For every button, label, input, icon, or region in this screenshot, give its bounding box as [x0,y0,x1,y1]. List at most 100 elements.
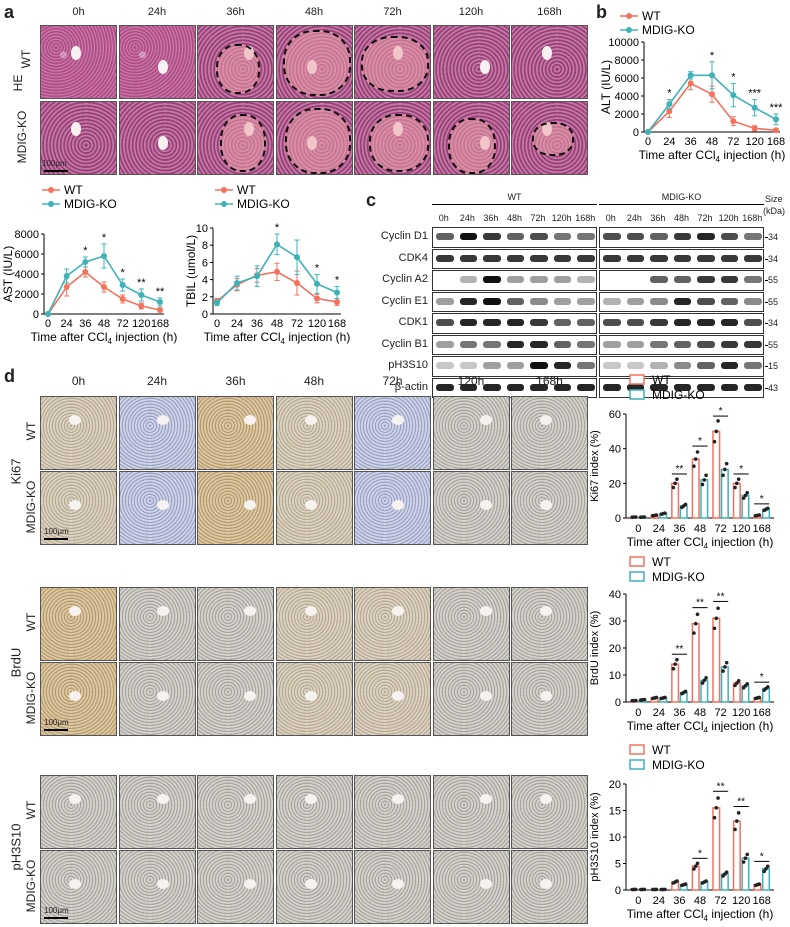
significance-mark: * [739,464,743,475]
data-point [666,101,673,108]
ihc-image [197,471,274,545]
x-tick-label: 72 [714,707,726,719]
x-tick-label: 168 [767,136,785,148]
data-dot [693,457,698,461]
necrotic-area-outline [282,30,351,96]
vessel [392,606,404,616]
y-axis-label: pH3S10 index (%) [589,792,601,881]
ihc-wt-label: WT [24,612,38,632]
legend-swatch [629,759,645,770]
blot-band [720,297,739,305]
data-dot [654,887,659,892]
blot-band [506,383,525,391]
data-dot [695,861,700,866]
significance-mark: ** [137,277,146,289]
vessel [244,415,256,425]
data-dot [716,419,720,423]
kda-tick [765,387,768,389]
necrotic-area-outline [284,108,351,174]
vessel [479,879,492,889]
ihc-image [432,587,510,661]
y-tick-label: 0 [33,309,39,321]
ihc-timepoint-label: 0h [71,374,86,388]
data-dot [633,698,638,703]
x-tick-label: 120 [132,318,150,330]
data-dot [743,856,748,860]
data-dot [692,631,696,635]
protein-label: Cyclin B1 [381,337,428,350]
y-tick-label: 15 [609,806,621,818]
ihc-image [197,850,274,924]
blot-band [483,233,501,240]
he-stain-label: HE [11,74,25,92]
data-dot [766,685,770,689]
ihc-ko-label: MDIG-KO [24,671,38,725]
he-image [432,101,510,175]
ihc-image [197,396,274,470]
blot-band [697,319,715,326]
data-point [687,72,694,79]
blot-band [553,362,572,369]
data-dot [712,626,717,631]
vessel [244,794,256,804]
kda-tick [765,280,768,281]
kda-tick [765,323,768,324]
data-dot [673,662,677,666]
he-image [275,101,353,175]
data-dot [762,869,767,874]
blot-band [459,233,478,240]
data-dot [721,669,725,673]
data-dot [663,511,667,515]
data-point [294,280,300,287]
data-dot [692,464,696,468]
blot-band [436,340,454,348]
x-tick-label: 36 [673,895,685,907]
blot-size-header: Size [765,194,783,204]
ihc-image [275,587,353,661]
vessel [479,691,492,701]
ihc-timepoint-label: 48h [303,374,325,388]
blot-band [720,254,739,262]
vessel [540,879,552,889]
legend-label: MDIG-KO [652,758,705,772]
ihc-image [432,471,510,545]
vessel [156,415,169,425]
brdu-bar-chart: 0 10 20 30 40 BrdU index (%) 0 24 36 ** 48 ** 72 ** 12… [589,555,774,732]
blot-wt-bracket [432,204,597,205]
vessel [479,60,490,74]
blot-band [673,383,692,391]
data-dot [721,473,725,478]
ihc-timepoint-label: 120h [457,374,485,388]
y-axis-label: TBIL (umol/L) [185,235,198,307]
ihc-image [118,850,196,924]
he-ko-label: MDIG-KO [15,110,29,164]
blot-band [459,319,478,326]
data-point [687,80,694,87]
blot-strip [599,248,764,269]
significance-mark: * [731,71,736,83]
blot-strip [432,334,597,355]
x-tick-label: 36 [673,523,685,535]
y-tick-label: 2000 [15,289,39,301]
vessel [540,415,552,425]
significance-mark: ** [717,591,725,602]
vessel [244,500,256,510]
legend-swatch [629,374,645,385]
data-dot [745,490,750,495]
legend-marker [626,13,632,19]
blot-band [720,276,739,283]
ihc-image [197,662,274,736]
blot-band [436,383,454,391]
legend-swatch [629,744,645,755]
y-tick-label: 4 [202,275,208,287]
ihc-image [40,471,117,545]
ihc-image [118,662,196,736]
data-dot [693,864,698,868]
data-dot [642,887,647,892]
he-image [354,101,431,175]
blot-band [744,362,762,369]
blot-band [603,233,621,240]
vessel [304,500,317,510]
bar [691,458,700,519]
significance-mark: * [121,267,126,279]
